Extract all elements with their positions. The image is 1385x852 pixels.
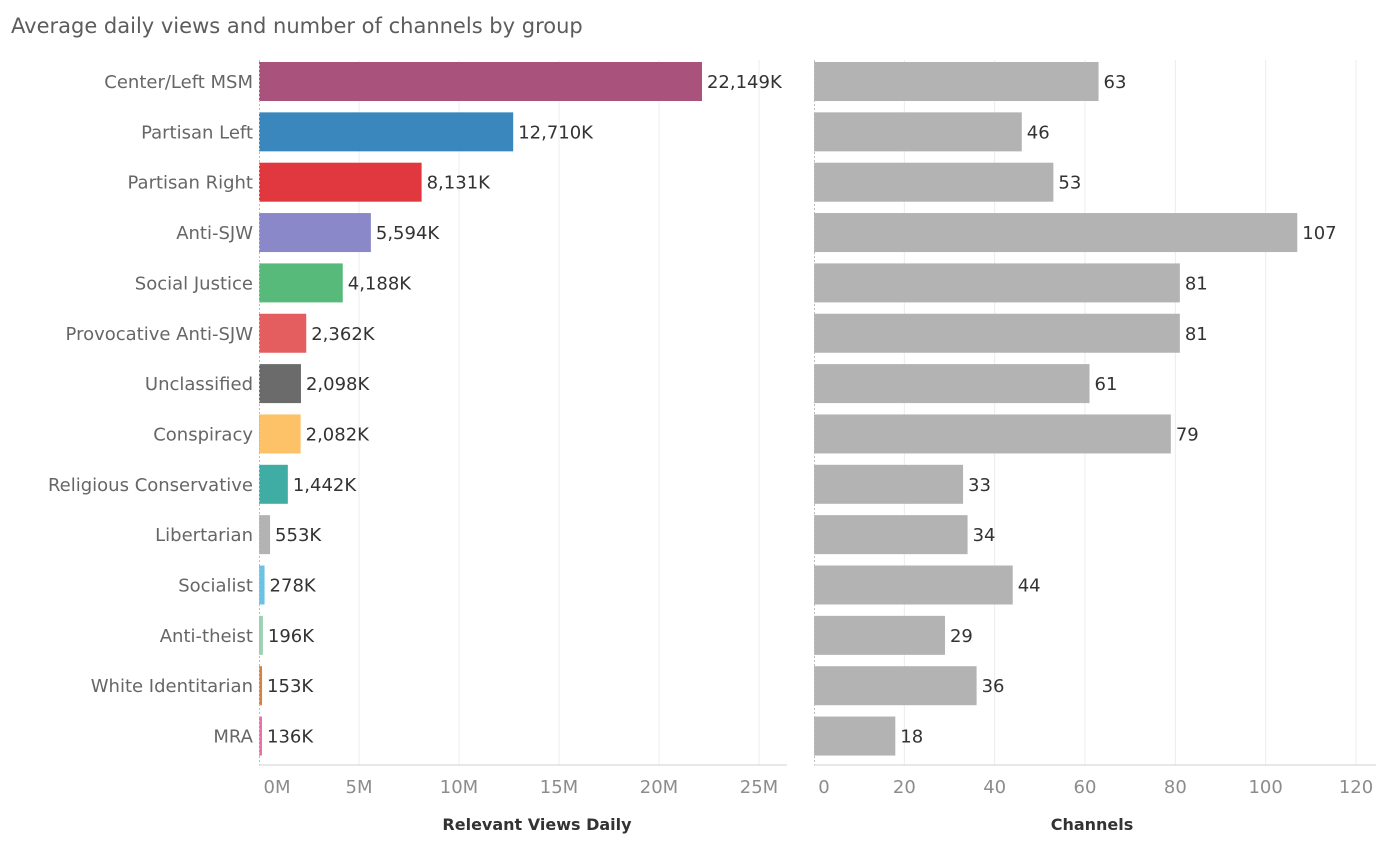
channels-value-label: 61 [1095, 374, 1118, 395]
views-bar [259, 615, 263, 655]
x-tick-label: 100 [1248, 777, 1282, 798]
views-bar [259, 162, 422, 202]
channels-value-label: 29 [950, 626, 973, 647]
channels-value-label: 36 [982, 676, 1005, 697]
x-tick-label: 10M [440, 777, 478, 798]
views-value-label: 8,131K [427, 173, 492, 194]
views-bar [259, 565, 265, 605]
views-bar [259, 213, 371, 253]
views-bar [259, 62, 702, 101]
channels-value-label: 81 [1185, 324, 1208, 345]
channels-bar [814, 515, 968, 555]
channels-bar [814, 464, 964, 504]
views-bar [259, 515, 271, 555]
category-label: Conspiracy [153, 424, 253, 445]
channels-axis-title: Channels [1051, 815, 1134, 834]
category-label: MRA [213, 727, 253, 748]
views-bar [259, 112, 514, 152]
channels-value-label: 81 [1185, 273, 1208, 294]
views-value-label: 196K [268, 626, 315, 647]
channels-value-label: 44 [1018, 576, 1041, 597]
category-label: Anti-theist [160, 626, 253, 647]
category-label: Unclassified [145, 374, 253, 395]
channels-value-label: 46 [1027, 122, 1050, 143]
x-tick-label: 40 [983, 777, 1006, 798]
x-tick-label: 20 [893, 777, 916, 798]
views-panel: 22,149K 12,710K 8,131K 5,594K 4,188K 2,362K 2,… [259, 62, 783, 756]
chart-title: Average daily views and number of channe… [11, 14, 583, 38]
x-tick-label: 20M [640, 777, 678, 798]
channels-bar [814, 565, 1013, 605]
channels-bar [814, 162, 1054, 202]
channels-bar [814, 615, 945, 655]
channels-bar [814, 364, 1090, 404]
views-axis-title: Relevant Views Daily [442, 815, 632, 834]
channels-bar [814, 313, 1180, 353]
channels-bar [814, 666, 977, 706]
channels-value-label: 33 [968, 475, 991, 496]
x-tick-label: 60 [1074, 777, 1097, 798]
channels-value-label: 18 [900, 727, 923, 748]
gridlines [358, 60, 1357, 765]
views-value-label: 22,149K [707, 72, 783, 93]
channels-bar [814, 112, 1022, 152]
views-bar [259, 364, 301, 404]
views-bar [259, 464, 288, 504]
views-value-label: 4,188K [348, 273, 413, 294]
x-tick-label: 25M [740, 777, 778, 798]
channels-bar [814, 213, 1298, 253]
views-value-label: 2,098K [306, 374, 371, 395]
x-tick-label: 0M [264, 777, 291, 798]
category-label: White Identitarian [91, 676, 253, 697]
views-value-label: 1,442K [293, 475, 358, 496]
views-value-label: 12,710K [518, 122, 594, 143]
channels-value-label: 63 [1104, 72, 1127, 93]
views-bar [259, 313, 307, 353]
category-label: Social Justice [135, 273, 253, 294]
category-label: Libertarian [155, 525, 253, 546]
views-bar [259, 666, 263, 706]
channels-bar [814, 414, 1171, 454]
channels-bar [814, 62, 1099, 101]
views-value-label: 278K [270, 576, 317, 597]
x-tick-label: 120 [1339, 777, 1373, 798]
channels-value-label: 107 [1302, 223, 1336, 244]
x-tick-label: 0 [818, 777, 829, 798]
axes: 0M 5M 10M 15M 20M 25M 0 20 40 60 80 100 120 Relevant … [259, 60, 1376, 834]
views-value-label: 5,594K [376, 223, 441, 244]
category-label: Partisan Right [128, 173, 253, 194]
views-value-label: 153K [267, 676, 314, 697]
category-label: Center/Left MSM [104, 72, 253, 93]
views-value-label: 2,082K [306, 424, 371, 445]
views-bar [259, 263, 343, 303]
views-value-label: 2,362K [311, 324, 376, 345]
category-label: Religious Conservative [48, 475, 253, 496]
channels-bar [814, 716, 896, 756]
x-tick-label: 15M [540, 777, 578, 798]
channels-value-label: 79 [1176, 424, 1199, 445]
category-label: Partisan Left [141, 122, 253, 143]
category-label: Anti-SJW [176, 223, 253, 244]
x-tick-label: 80 [1164, 777, 1187, 798]
category-labels: Center/Left MSM Partisan Left Partisan Rig… [48, 72, 254, 748]
views-value-label: 136K [267, 727, 314, 748]
channels-bar [814, 263, 1180, 303]
views-bar [259, 716, 262, 756]
channels-value-label: 34 [973, 525, 996, 546]
category-label: Socialist [178, 576, 253, 597]
category-label: Provocative Anti-SJW [66, 324, 254, 345]
x-tick-label: 5M [346, 777, 373, 798]
channels-panel: 63 46 53 107 81 81 61 79 33 34 44 29 36 18 [814, 62, 1337, 756]
views-bar [259, 414, 301, 454]
channels-value-label: 53 [1058, 173, 1081, 194]
views-value-label: 553K [275, 525, 322, 546]
